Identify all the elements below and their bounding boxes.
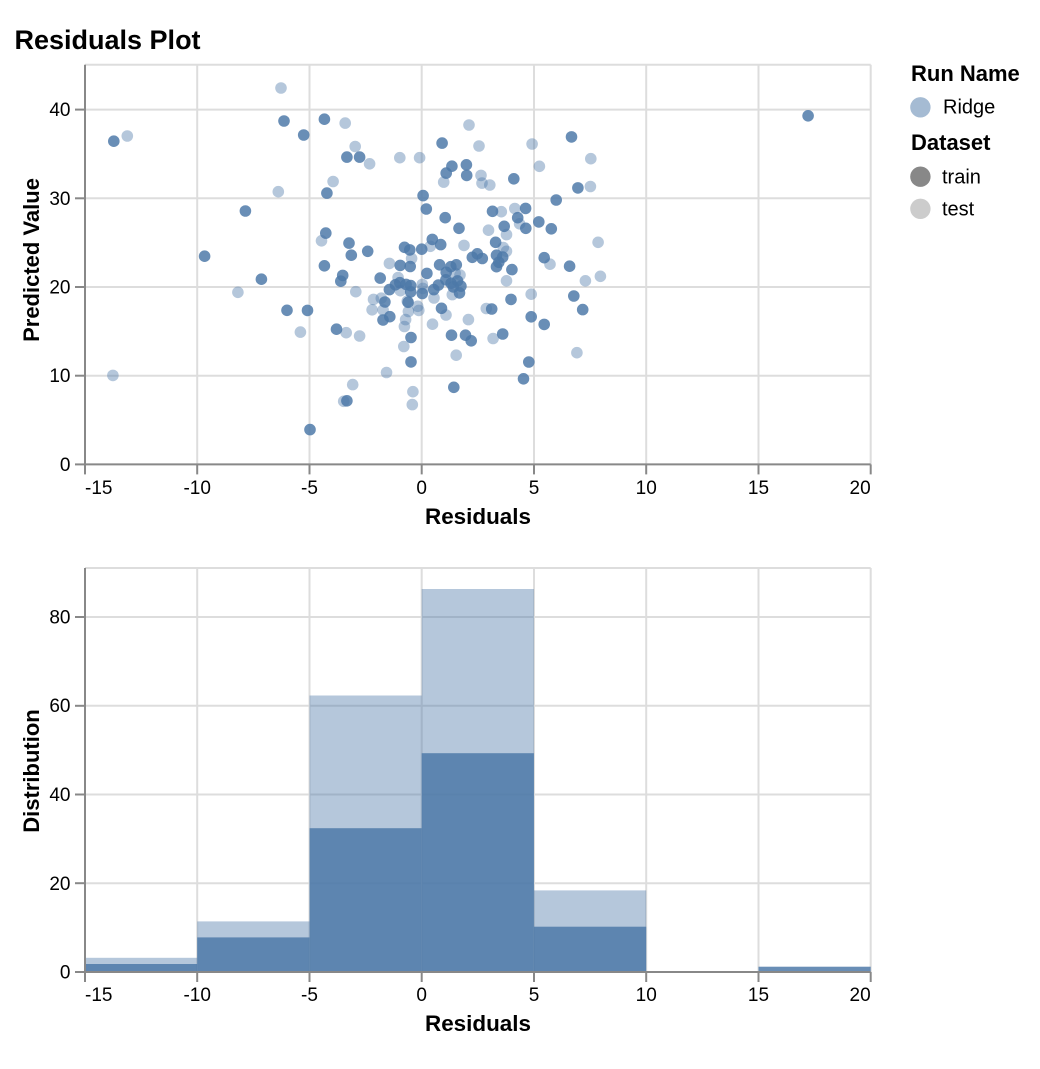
- svg-text:-15: -15: [85, 478, 112, 499]
- svg-text:20: 20: [49, 874, 70, 895]
- svg-text:Residuals: Residuals: [425, 1011, 531, 1036]
- svg-text:Predicted Value: Predicted Value: [19, 178, 44, 342]
- svg-text:Residuals Plot: Residuals Plot: [15, 25, 201, 55]
- svg-text:train: train: [942, 167, 981, 189]
- svg-text:10: 10: [636, 478, 657, 499]
- svg-text:Distribution: Distribution: [19, 709, 44, 832]
- svg-text:0: 0: [60, 455, 71, 476]
- svg-text:-5: -5: [301, 985, 318, 1006]
- svg-text:15: 15: [748, 985, 769, 1006]
- svg-text:40: 40: [49, 785, 70, 806]
- svg-text:10: 10: [636, 985, 657, 1006]
- svg-text:20: 20: [850, 478, 871, 499]
- svg-text:Residuals: Residuals: [425, 504, 531, 529]
- svg-text:-5: -5: [301, 478, 318, 499]
- svg-text:30: 30: [49, 189, 70, 210]
- svg-text:-10: -10: [183, 478, 210, 499]
- svg-text:20: 20: [49, 278, 70, 299]
- svg-text:0: 0: [416, 985, 427, 1006]
- svg-text:5: 5: [529, 478, 540, 499]
- svg-text:10: 10: [49, 366, 70, 387]
- svg-text:20: 20: [850, 985, 871, 1006]
- svg-text:80: 80: [49, 608, 70, 629]
- svg-text:-15: -15: [85, 985, 112, 1006]
- svg-text:0: 0: [60, 963, 71, 984]
- svg-text:Dataset: Dataset: [911, 130, 991, 155]
- svg-text:-10: -10: [183, 985, 210, 1006]
- svg-text:15: 15: [748, 478, 769, 499]
- svg-text:60: 60: [49, 696, 70, 717]
- svg-text:Ridge: Ridge: [943, 96, 995, 118]
- svg-text:test: test: [942, 199, 975, 221]
- svg-text:5: 5: [529, 985, 540, 1006]
- svg-text:0: 0: [416, 478, 427, 499]
- svg-text:40: 40: [49, 100, 70, 121]
- svg-text:Run Name: Run Name: [911, 61, 1020, 86]
